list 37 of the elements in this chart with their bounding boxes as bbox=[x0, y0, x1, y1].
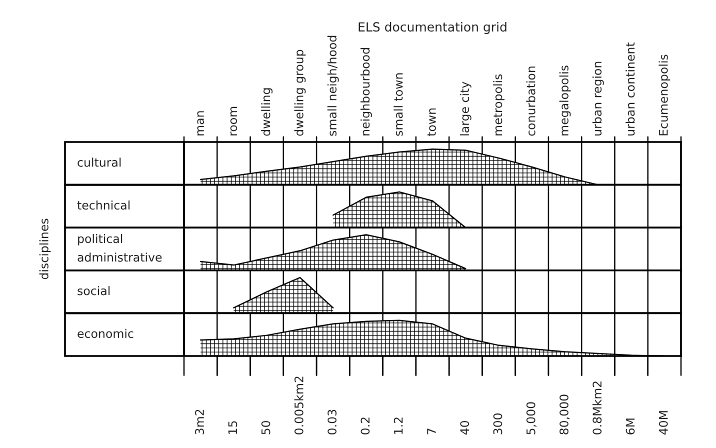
x-tick-label: neighbourbood bbox=[360, 48, 372, 136]
x-tick-label: urban region bbox=[592, 62, 604, 136]
y-axis-title: social bbox=[78, 286, 110, 296]
x-tick-label: dwelling bbox=[261, 88, 273, 136]
text: disciplines bbox=[39, 218, 51, 280]
x-tick-label: town bbox=[427, 108, 436, 136]
x-tick-label: Ecumenopolis bbox=[658, 54, 670, 136]
text: 0.2 bbox=[360, 418, 370, 434]
x-tick-label: dwelling group bbox=[294, 50, 306, 136]
x-tick-label: metropolis bbox=[493, 74, 504, 136]
text: 300 bbox=[493, 413, 502, 434]
x-tick-label: urban continent bbox=[626, 42, 635, 136]
y-axis-title: economic bbox=[78, 328, 134, 338]
y-axis-title: political administrative bbox=[78, 234, 162, 262]
text: 1.2 bbox=[394, 418, 403, 434]
text: 0.005km2 bbox=[294, 376, 304, 434]
x-tick-label: room bbox=[230, 106, 238, 136]
text: 7 bbox=[427, 428, 436, 434]
text: 40M bbox=[658, 411, 668, 435]
y-axis-title: cultural bbox=[78, 158, 121, 167]
text: 6M bbox=[626, 418, 635, 434]
text: 40 bbox=[460, 420, 470, 435]
x-tick-label: small neigh/hood bbox=[327, 36, 339, 136]
text: 0.03 bbox=[328, 410, 337, 434]
text: 15 bbox=[228, 421, 238, 434]
x-tick-label: small town bbox=[394, 73, 403, 136]
text: 3m2 bbox=[195, 410, 204, 434]
text: 5,000 bbox=[526, 402, 537, 434]
x-tick-label: man bbox=[197, 111, 204, 136]
text: 80,000 bbox=[560, 394, 570, 434]
x-tick-label: megalopolis bbox=[559, 66, 571, 136]
x-tick-label: large city bbox=[460, 82, 472, 136]
text: 50 bbox=[261, 420, 270, 434]
chart-title: ELS documentation grid bbox=[358, 22, 506, 34]
text: 0.8Mkm2 bbox=[592, 382, 602, 434]
x-tick-label: conurbation bbox=[526, 66, 536, 136]
y-axis-title: technical bbox=[77, 200, 130, 210]
